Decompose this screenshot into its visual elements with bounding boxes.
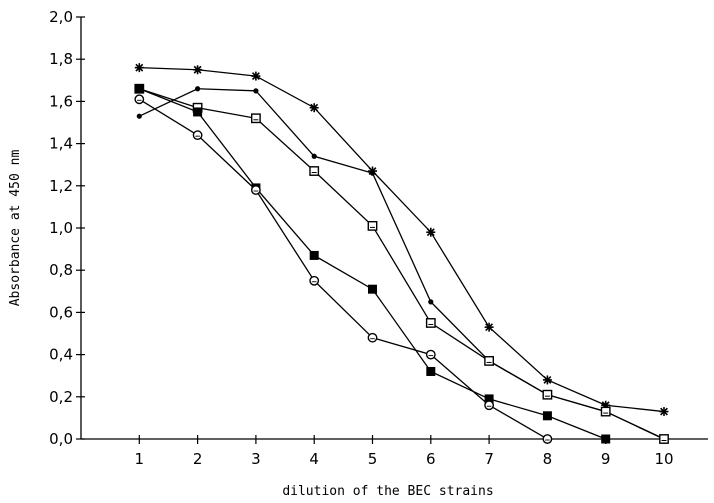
- data-point-open-square: [659, 434, 669, 444]
- series-line-filled-square: [139, 88, 606, 440]
- y-tick-label: 1,8: [49, 50, 73, 68]
- data-point-dot: [253, 88, 259, 94]
- data-point-filled-square: [426, 366, 436, 376]
- series-line-open-square: [139, 88, 665, 440]
- data-point-open-circle: [367, 332, 378, 343]
- data-point-dot: [311, 153, 317, 159]
- data-point-open-square: [425, 318, 436, 328]
- y-tick-label: 1,4: [49, 135, 73, 153]
- data-point-open-circle: [542, 434, 553, 444]
- data-point-open-circle: [134, 94, 145, 105]
- data-point-open-square: [542, 389, 553, 400]
- data-point-open-circle: [484, 400, 494, 411]
- x-tick-label: 7: [484, 450, 494, 468]
- series-asterisk: [134, 63, 669, 417]
- x-tick-label: 10: [654, 450, 673, 468]
- data-point-open-square: [367, 220, 378, 231]
- data-point-open-circle: [309, 275, 320, 286]
- y-tick-label: 1,6: [49, 92, 73, 110]
- data-point-open-square: [600, 406, 611, 417]
- series-open-circle: [134, 94, 553, 444]
- y-tick-label: 0,8: [49, 261, 73, 279]
- x-ticks: 1 2 3 4 5 6 7 8 9 10: [135, 435, 674, 468]
- data-point-asterisk: [251, 71, 261, 81]
- series-line-dot: [139, 88, 665, 440]
- data-point-asterisk: [193, 65, 203, 75]
- data-point-open-square: [309, 166, 320, 176]
- x-tick-label: 2: [193, 450, 203, 468]
- data-point-open-circle: [425, 349, 436, 360]
- data-point-filled-square: [134, 84, 144, 94]
- data-point-filled-square: [368, 284, 377, 294]
- x-tick-label: 6: [426, 450, 436, 468]
- data-point-dot: [369, 170, 376, 176]
- data-point-asterisk: [134, 63, 144, 73]
- x-tick-label: 9: [601, 450, 611, 468]
- y-tick-label: 0,4: [49, 346, 73, 364]
- axes: [80, 17, 708, 440]
- series-open-square: [134, 83, 669, 444]
- data-point-filled-square: [484, 394, 494, 404]
- data-point-asterisk: [309, 103, 319, 113]
- data-point-filled-square: [193, 107, 203, 117]
- series-dot: [136, 86, 667, 442]
- y-tick-label: 0,0: [49, 430, 73, 448]
- x-tick-label: 5: [368, 450, 378, 468]
- x-tick-label: 1: [135, 450, 145, 468]
- data-point-asterisk: [659, 407, 669, 417]
- y-tick-label: 0,6: [49, 303, 73, 321]
- data-point-filled-square: [601, 434, 611, 444]
- y-tick-label: 1,2: [49, 177, 73, 195]
- y-ticks: 0,0 0,2 0,4 0,6 0,8 1,0 1,2 1,4 1,6 1,8 2,0: [49, 8, 85, 448]
- y-tick-label: 1,0: [49, 219, 73, 237]
- y-axis-label: Absorbance at 450 nm: [8, 150, 23, 307]
- data-point-open-circle: [250, 185, 261, 195]
- x-axis-label: dilution of the BEC strains: [282, 484, 493, 499]
- data-point-filled-square: [542, 411, 552, 421]
- data-point-dot: [195, 86, 201, 92]
- data-point-asterisk: [426, 227, 436, 237]
- data-point-filled-square: [309, 250, 319, 260]
- data-point-dot: [136, 113, 142, 119]
- y-tick-label: 0,2: [49, 388, 73, 406]
- data-point-asterisk: [542, 375, 552, 385]
- x-tick-label: 4: [309, 450, 319, 468]
- x-tick-label: 8: [543, 450, 553, 468]
- data-point-dot: [428, 299, 434, 305]
- series-line-asterisk: [139, 66, 665, 413]
- y-tick-label: 2,0: [49, 8, 73, 26]
- x-tick-label: 3: [251, 450, 261, 468]
- data-point-open-square: [484, 356, 494, 366]
- data-point-asterisk: [484, 322, 494, 332]
- data-point-open-square: [250, 113, 261, 124]
- series-group: [134, 63, 669, 444]
- data-point-open-circle: [192, 130, 203, 141]
- series-line-open-circle: [138, 98, 548, 440]
